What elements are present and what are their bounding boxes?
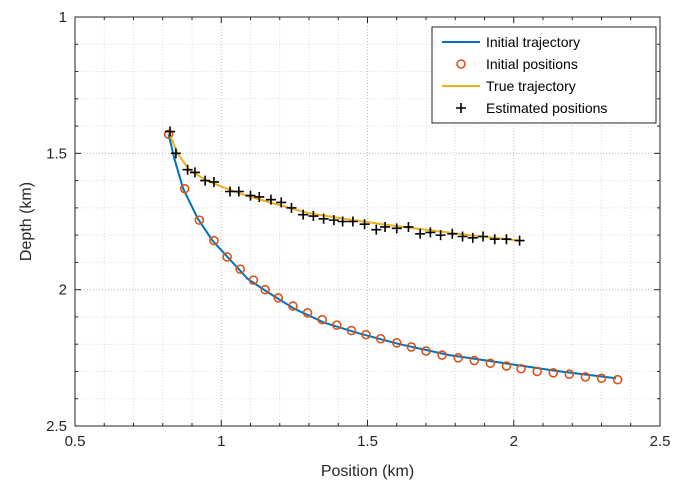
data-point-circle <box>485 358 496 369</box>
data-point-plus <box>254 191 265 202</box>
data-point-plus <box>467 232 478 243</box>
data-point-circle <box>331 320 342 330</box>
data-point-plus <box>425 227 436 238</box>
y-axis-label: Depth (km) <box>18 182 35 261</box>
legend-label: Initial trajectory <box>486 34 580 50</box>
data-point-circle <box>375 333 386 344</box>
data-point-plus <box>457 231 468 242</box>
legend-swatch-circle <box>456 59 466 69</box>
data-point-circle <box>437 350 447 360</box>
data-point-plus <box>170 148 181 159</box>
data-point-plus <box>391 223 402 234</box>
data-point-plus <box>501 234 512 245</box>
data-point-circle <box>273 293 284 303</box>
data-point-plus <box>165 126 176 137</box>
legend: Initial trajectory Initial positions True … <box>431 26 657 124</box>
axes <box>74 16 661 427</box>
x-tick-label: 2 <box>510 433 518 450</box>
data-point-circle <box>361 329 371 340</box>
data-point-circle <box>317 314 327 325</box>
legend-item-2: True trajectory <box>442 78 576 94</box>
data-point-plus <box>403 221 414 232</box>
data-point-circle <box>163 129 174 140</box>
y-tick-label: 1.5 <box>46 145 67 162</box>
legend-label: True trajectory <box>486 78 576 94</box>
data-point-plus <box>189 167 200 178</box>
data-point-circle <box>209 235 219 246</box>
y-tick-label: 1 <box>59 9 67 26</box>
series-1 <box>163 129 623 385</box>
data-point-circle <box>564 369 575 379</box>
data-point-plus <box>182 164 193 175</box>
legend-label: Initial positions <box>486 56 578 72</box>
data-point-plus <box>265 194 276 205</box>
legend-item-1: Initial positions <box>456 56 578 72</box>
data-point-circle <box>222 252 232 262</box>
data-point-plus <box>308 211 319 222</box>
x-tick-label: 0.5 <box>65 433 86 450</box>
data-point-plus <box>318 213 329 224</box>
data-point-circle <box>302 308 313 318</box>
data-point-circle <box>406 342 417 352</box>
data-point-circle <box>260 284 270 295</box>
data-point-plus <box>298 209 309 220</box>
data-point-plus <box>380 221 391 232</box>
data-point-circle <box>421 346 431 356</box>
data-point-circle <box>346 325 357 336</box>
x-tick-label: 1.5 <box>357 433 378 450</box>
data-point-circle <box>469 355 480 366</box>
x-axis-label: Position (km) <box>321 463 414 480</box>
data-point-circle <box>235 264 246 275</box>
data-point-circle <box>453 353 463 363</box>
x-tick-label: 2.5 <box>650 433 671 450</box>
data-point-plus <box>233 186 244 197</box>
data-point-plus <box>337 216 348 227</box>
data-point-plus <box>276 197 287 208</box>
data-point-plus <box>245 190 256 201</box>
data-point-circle <box>501 361 512 371</box>
data-point-plus <box>328 215 339 226</box>
data-point-plus <box>200 175 211 186</box>
data-point-circle <box>248 275 259 285</box>
data-point-plus <box>478 231 489 242</box>
data-point-circle <box>580 372 591 382</box>
data-point-plus <box>415 228 426 239</box>
data-point-circle <box>596 373 607 384</box>
data-point-circle <box>612 374 623 385</box>
x-tick-label: 1 <box>217 433 225 450</box>
data-point-plus <box>371 224 382 235</box>
data-point-plus <box>489 234 500 245</box>
data-point-plus <box>359 219 370 230</box>
data-point-plus <box>208 176 219 187</box>
data-point-plus <box>286 202 297 213</box>
legend-swatch-plus <box>456 103 466 113</box>
tick-labels: 0.5 1 1.5 2 2.5 1 1.5 2 2.5 <box>46 9 670 450</box>
data-point-circle <box>194 215 205 225</box>
y-tick-label: 2.5 <box>46 418 67 435</box>
legend-item-3: Estimated positions <box>456 100 607 116</box>
data-point-circle <box>548 368 559 378</box>
data-point-plus <box>435 230 446 241</box>
data-point-circle <box>516 363 526 374</box>
data-point-circle <box>532 366 542 377</box>
data-point-plus <box>347 216 358 227</box>
data-point-plus <box>447 228 458 239</box>
series-layer <box>163 126 623 385</box>
data-point-plus <box>225 186 236 197</box>
y-tick-label: 2 <box>59 282 67 299</box>
data-point-circle <box>179 183 190 194</box>
legend-label: Estimated positions <box>486 100 607 116</box>
data-point-plus <box>514 235 525 246</box>
data-point-circle <box>288 301 298 311</box>
legend-item-0: Initial trajectory <box>442 34 580 50</box>
series-3 <box>165 126 525 246</box>
data-point-circle <box>391 338 402 348</box>
